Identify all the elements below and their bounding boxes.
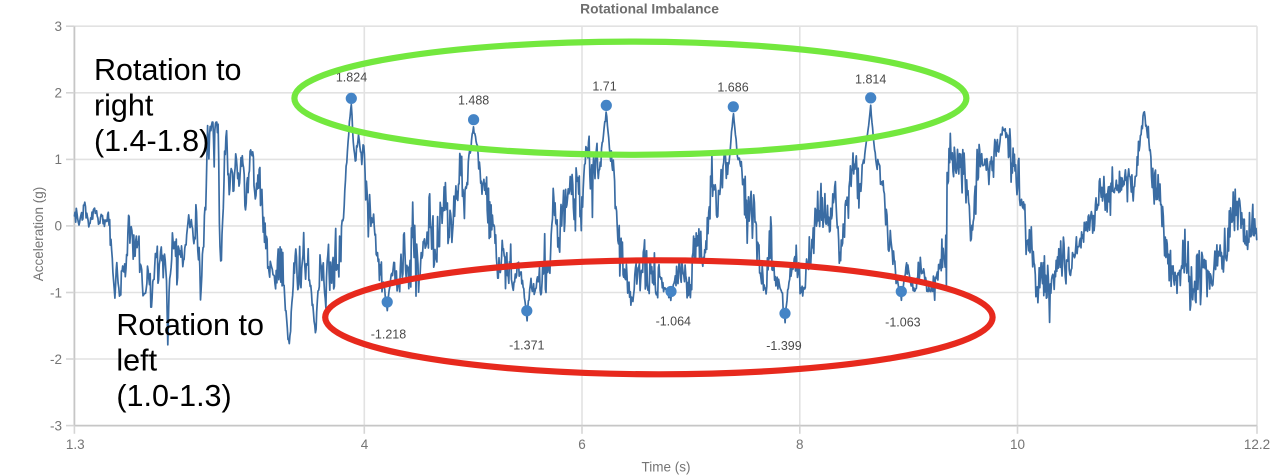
svg-text:4: 4 <box>361 437 369 452</box>
svg-text:-2: -2 <box>50 352 62 367</box>
svg-text:Time (s): Time (s) <box>642 460 691 475</box>
svg-text:-1.064: -1.064 <box>656 315 691 329</box>
svg-text:10: 10 <box>1010 437 1025 452</box>
svg-text:(1.0-1.3): (1.0-1.3) <box>116 379 231 413</box>
svg-text:-3: -3 <box>50 418 62 433</box>
svg-text:12.2: 12.2 <box>1244 437 1270 452</box>
svg-text:1.814: 1.814 <box>855 73 886 87</box>
svg-text:2: 2 <box>54 86 62 101</box>
svg-text:6: 6 <box>578 437 586 452</box>
svg-text:-1.218: -1.218 <box>371 328 406 342</box>
svg-text:0: 0 <box>54 219 62 234</box>
svg-text:1.3: 1.3 <box>66 437 85 452</box>
svg-text:1.488: 1.488 <box>458 94 489 108</box>
svg-text:left: left <box>116 344 157 378</box>
svg-text:-1.371: -1.371 <box>509 339 544 353</box>
svg-text:8: 8 <box>796 437 804 452</box>
svg-text:-1.063: -1.063 <box>885 316 920 330</box>
svg-text:1.71: 1.71 <box>592 80 616 94</box>
svg-text:3: 3 <box>54 19 62 34</box>
svg-text:1.824: 1.824 <box>336 71 367 85</box>
svg-text:1.686: 1.686 <box>717 81 748 95</box>
svg-text:Rotational Imbalance: Rotational Imbalance <box>580 2 719 17</box>
svg-text:Acceleration (g): Acceleration (g) <box>31 187 46 282</box>
svg-text:Rotation to: Rotation to <box>116 308 264 342</box>
svg-text:1: 1 <box>54 152 62 167</box>
svg-text:Rotation to: Rotation to <box>94 53 242 87</box>
svg-text:right: right <box>94 88 154 122</box>
svg-text:-1.399: -1.399 <box>766 339 801 353</box>
svg-text:-1: -1 <box>50 285 62 300</box>
svg-text:(1.4-1.8): (1.4-1.8) <box>94 124 209 158</box>
